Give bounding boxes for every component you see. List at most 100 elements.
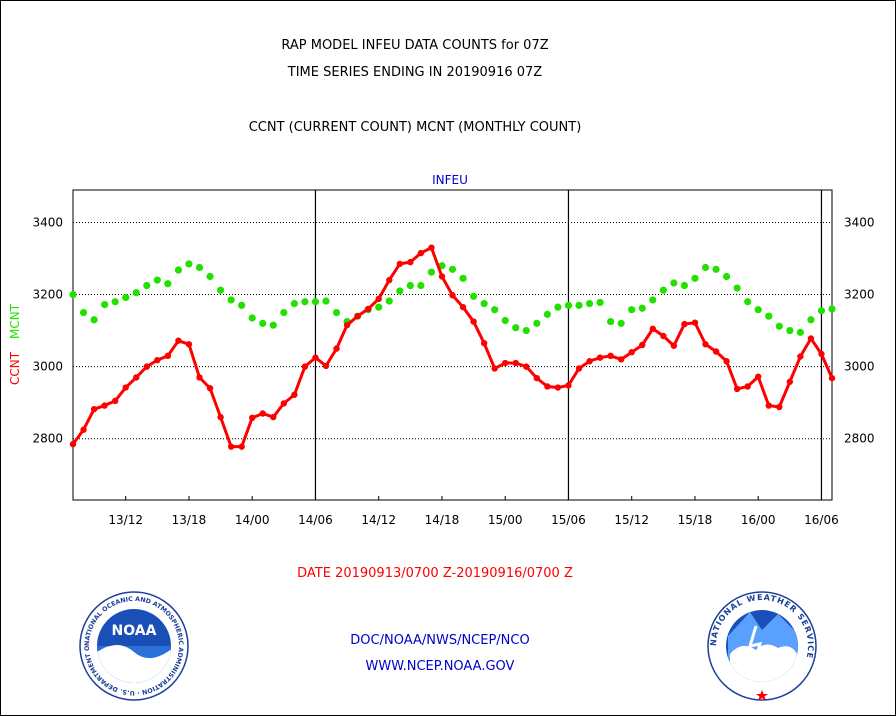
data-point-ccnt <box>301 363 309 370</box>
data-point-ccnt <box>491 365 498 372</box>
data-point-mcnt <box>659 286 667 294</box>
data-point-ccnt <box>249 414 256 422</box>
data-point-ccnt <box>797 353 804 360</box>
data-point-ccnt <box>396 260 403 268</box>
data-point-ccnt <box>322 362 330 370</box>
y-axis-label-ccnt: CCNT <box>8 351 22 385</box>
data-point-ccnt <box>575 365 583 372</box>
data-point-mcnt <box>543 310 551 318</box>
data-point-mcnt <box>491 306 499 314</box>
data-point-mcnt <box>322 297 330 305</box>
data-point-ccnt <box>596 354 604 361</box>
data-point-mcnt <box>227 296 235 304</box>
data-point-ccnt <box>111 397 119 405</box>
data-point-ccnt <box>607 352 614 360</box>
data-point-mcnt <box>522 326 530 335</box>
data-point-mcnt <box>796 328 804 336</box>
data-point-ccnt <box>807 335 815 342</box>
data-point-ccnt <box>670 342 678 349</box>
data-point-ccnt <box>565 382 572 389</box>
data-point-mcnt <box>122 293 130 302</box>
data-point-ccnt <box>343 321 351 329</box>
data-point-mcnt <box>786 326 794 335</box>
data-point-ccnt <box>206 385 214 392</box>
data-point-mcnt <box>375 303 383 311</box>
data-point-ccnt <box>270 413 277 421</box>
noaa-logo: NOAA NATIONAL OCEANIC AND ATMOSPHERIC AD… <box>78 590 189 701</box>
data-point-mcnt <box>132 289 140 297</box>
data-point-ccnt <box>312 354 319 361</box>
data-point-mcnt <box>575 301 583 309</box>
data-point-mcnt <box>185 260 193 268</box>
data-point-ccnt <box>280 400 288 407</box>
data-point-mcnt <box>427 268 436 276</box>
data-point-ccnt <box>639 341 646 349</box>
data-point-ccnt <box>681 320 688 328</box>
data-point-mcnt <box>469 292 478 300</box>
data-point-mcnt <box>69 290 77 299</box>
data-point-mcnt <box>722 272 731 281</box>
x-tick-label: 14/06 <box>298 513 333 527</box>
data-point-mcnt <box>638 304 646 312</box>
subtitle: CCNT (CURRENT COUNT) MCNT (MONTHLY COUNT… <box>248 120 582 135</box>
x-tick-label: 13/12 <box>108 513 143 527</box>
data-point-mcnt <box>754 306 762 314</box>
data-point-ccnt <box>586 358 593 365</box>
series-ccnt <box>69 244 836 450</box>
y-tick-label-left: 3200 <box>32 288 63 302</box>
gridlines <box>73 221 832 440</box>
data-point-mcnt <box>828 305 836 313</box>
data-point-mcnt <box>248 314 256 322</box>
data-point-mcnt <box>733 284 741 292</box>
data-point-ccnt <box>428 244 435 251</box>
data-point-mcnt <box>396 287 404 295</box>
ncep-url-link[interactable]: WWW.NCEP.NOAA.GOV <box>365 659 515 674</box>
data-point-ccnt <box>765 402 772 409</box>
data-point-ccnt <box>533 374 541 382</box>
y-tick-labels-left: 2800 3000 3200 3400 <box>32 215 63 445</box>
data-point-mcnt <box>691 274 699 282</box>
y-tick-label-right: 3000 <box>844 360 875 374</box>
data-point-mcnt <box>744 298 752 306</box>
plot-border <box>72 189 833 501</box>
data-point-mcnt <box>807 316 815 324</box>
data-point-mcnt <box>701 263 710 272</box>
data-point-ccnt <box>354 312 361 320</box>
chart-title: INFEU <box>432 173 468 187</box>
series-line-ccnt <box>71 246 834 449</box>
data-point-mcnt <box>280 308 288 317</box>
nws-logo: NATIONAL WEATHER SERVICE <box>707 591 817 701</box>
series-layer <box>69 244 836 450</box>
data-point-mcnt <box>712 265 720 273</box>
y-tick-label-left: 2800 <box>32 432 63 446</box>
data-point-mcnt <box>585 299 594 308</box>
data-point-mcnt <box>459 274 467 282</box>
data-point-mcnt <box>596 298 604 307</box>
data-point-ccnt <box>755 373 762 380</box>
day-boundary-lines <box>314 190 823 500</box>
y-tick-label-right: 3200 <box>844 288 875 302</box>
data-point-mcnt <box>332 308 341 317</box>
data-point-ccnt <box>617 356 625 363</box>
data-point-mcnt <box>448 265 457 273</box>
data-point-ccnt <box>786 378 794 385</box>
data-point-ccnt <box>259 410 266 417</box>
data-point-ccnt <box>544 383 551 390</box>
x-tick-label: 14/18 <box>425 513 460 527</box>
data-point-mcnt <box>101 301 109 309</box>
data-point-mcnt <box>301 298 309 306</box>
data-point-mcnt <box>817 307 826 315</box>
data-point-mcnt <box>143 281 151 290</box>
data-point-mcnt <box>480 299 488 308</box>
data-point-mcnt <box>406 281 414 290</box>
data-point-mcnt <box>533 319 541 327</box>
x-tick-label: 15/18 <box>678 513 713 527</box>
noaa-logo-text: NOAA <box>112 623 157 639</box>
data-point-mcnt <box>174 266 183 274</box>
data-point-ccnt <box>712 348 720 355</box>
date-range: DATE 20190913/0700 Z-20190916/0700 Z <box>297 566 573 581</box>
data-point-ccnt <box>649 325 656 332</box>
data-point-mcnt <box>670 279 678 287</box>
